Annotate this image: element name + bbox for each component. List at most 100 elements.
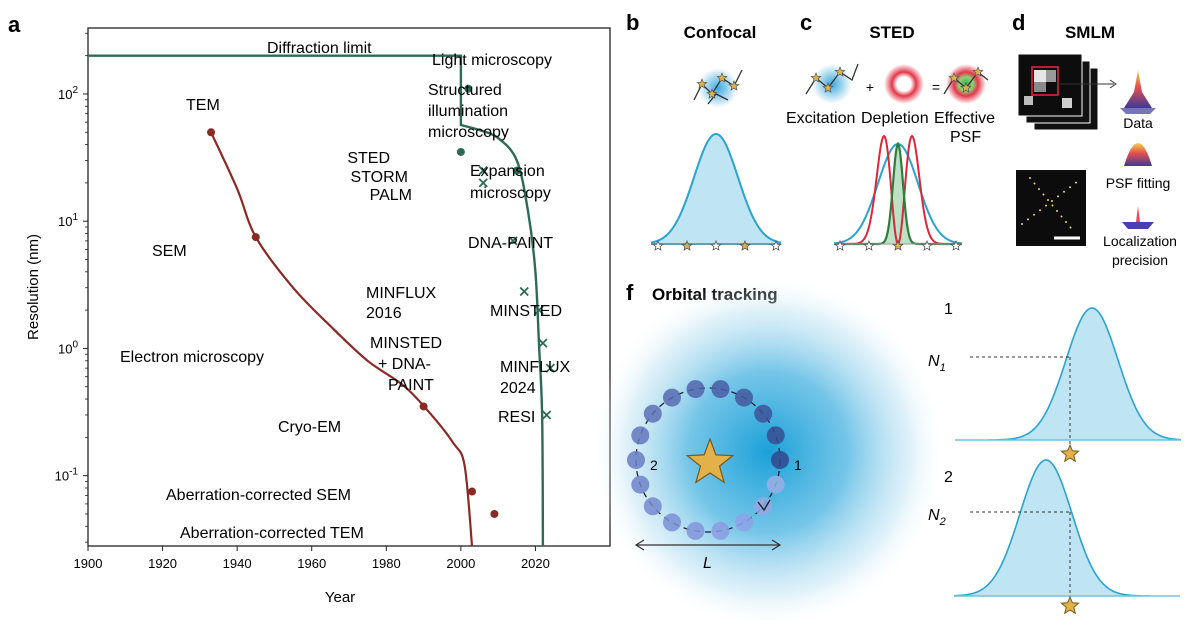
roi-box <box>1031 66 1059 96</box>
molecule-star-icon <box>822 82 834 93</box>
profile-2-curve <box>954 459 1180 597</box>
expansion-label-1: Expansion <box>470 163 545 180</box>
ac-tem-label: Aberration-corrected TEM <box>180 525 364 542</box>
sem-label: SEM <box>152 243 187 260</box>
panel-c: c STED + = Excitation Depletion Effectiv… <box>786 10 995 251</box>
x-tick-label: 2000 <box>446 556 475 571</box>
fluorophore-star-icon <box>770 239 782 251</box>
y-tick-label: 10-1 <box>55 467 79 484</box>
confocal-fluorophores <box>652 72 782 251</box>
minflux-2016-label-1: MINFLUX <box>366 285 437 302</box>
fluorophore-star-icon <box>681 239 693 251</box>
minflux-2024-label-2: 2024 <box>500 380 536 397</box>
localization-dot <box>1033 182 1036 185</box>
data-points <box>207 84 555 518</box>
excitation-beam <box>590 274 946 625</box>
localization-dot <box>1075 181 1077 184</box>
electron-microscopy-label: Electron microscopy <box>120 349 264 366</box>
localization-label-2: precision <box>1112 252 1168 268</box>
fluorophore-star-icon <box>739 239 751 251</box>
orbit-position-dot <box>627 451 645 469</box>
minflux-2016-label-2: 2016 <box>366 305 402 322</box>
profile-1-curve <box>955 307 1181 441</box>
localization-dot <box>1069 186 1071 189</box>
data-label: Data <box>1123 115 1153 131</box>
sim-label-2: illumination <box>428 103 508 120</box>
molecule-star-icon <box>960 82 972 93</box>
electron-microscopy-point <box>490 509 499 518</box>
reconstruction-image <box>1016 170 1086 246</box>
depletion-donut-icon <box>884 64 924 104</box>
light-microscopy-point <box>464 84 473 93</box>
localization-dot <box>1051 200 1053 202</box>
localization-dot <box>1021 223 1023 225</box>
excitation-spot-icon <box>812 64 852 104</box>
light-microscopy-curve <box>88 54 545 547</box>
sim-label-1: Structured <box>428 82 502 99</box>
light-microscopy-cross <box>545 363 555 373</box>
length-arrow-icon <box>634 539 782 551</box>
dna-paint-label: DNA-PAINT <box>468 235 553 252</box>
molecule-star-icon <box>706 88 718 99</box>
spot-pixel <box>1046 70 1056 82</box>
x-tick-label: 1940 <box>223 556 252 571</box>
panel-b: b Confocal <box>626 10 782 251</box>
orbit-position-1: 1 <box>794 457 802 473</box>
molecule-star-icon <box>948 72 960 83</box>
cryo-em-label: Cryo-EM <box>278 419 341 436</box>
length-label: L <box>703 555 712 572</box>
orbit-position-dot <box>711 380 730 399</box>
palm-label: PALM <box>370 187 412 204</box>
fluorophore-star-icon <box>892 239 904 251</box>
light-microscopy-cross <box>519 286 529 297</box>
localization-dot <box>1029 177 1031 179</box>
orbit-position-dot <box>735 513 753 532</box>
panel-d-title: SMLM <box>1065 23 1115 42</box>
orbit-position-dot <box>766 426 785 445</box>
x-axis: 1900 1920 1940 1960 1980 2000 2020 <box>74 546 550 571</box>
light-microscopy-cross <box>508 236 518 246</box>
depletion-label: Depletion <box>861 110 929 127</box>
localization-dot <box>1060 215 1063 218</box>
profile-1-star-icon <box>1060 443 1080 463</box>
panel-d: d SMLM Data PSF fitting Localization pre… <box>1012 10 1177 268</box>
data-plot-base <box>1120 108 1156 114</box>
effective-label-2: PSF <box>950 129 981 146</box>
precision-3d-plot <box>1122 222 1154 229</box>
panel-d-label: d <box>1012 10 1025 35</box>
orbit-position-dot <box>643 404 662 423</box>
plus-sign: + <box>866 79 874 95</box>
fluorophore-star-icon <box>834 239 846 251</box>
localization-dots <box>1021 177 1077 229</box>
orbit-position-dot <box>754 404 773 423</box>
y-tick-label: 100 <box>58 339 78 356</box>
orbit-position-2: 2 <box>650 457 658 473</box>
sted-label: STED <box>347 150 390 167</box>
minsted-dna-paint-label-1: MINSTED <box>370 335 442 352</box>
electron-microscopy-point <box>419 402 428 411</box>
fluorophore-star-icon <box>921 239 933 251</box>
tem-label: TEM <box>186 97 220 114</box>
x-tick-label: 1920 <box>148 556 177 571</box>
localization-label-1: Localization <box>1103 233 1177 249</box>
panel-c-label: c <box>800 10 812 35</box>
diffraction-limit-label: Diffraction limit <box>267 40 372 57</box>
psf-fit-3d-plot <box>1124 143 1152 166</box>
resi-label: RESI <box>498 409 535 426</box>
x-tick-label: 1980 <box>372 556 401 571</box>
orbit-direction-arrow-icon <box>757 499 771 512</box>
minsted-label: MINSTED <box>490 303 562 320</box>
electron-microscopy-point <box>207 128 216 137</box>
fluorophore-star-icon <box>652 239 664 251</box>
localization-dot <box>1057 195 1059 198</box>
panel-a: a 1900 1920 1940 1960 1980 2000 2020 10-110010… <box>8 12 611 606</box>
molecule-star-icon <box>716 72 728 83</box>
light-microscopy-cross <box>478 165 488 176</box>
data-3d-plot <box>1124 70 1152 108</box>
minsted-dna-paint-label-3: PAINT <box>388 377 434 394</box>
orbit-position-dot <box>663 513 681 532</box>
profile-1-label: 1 <box>944 301 953 318</box>
orbit-position-dot <box>631 426 650 445</box>
sted-fluorophores <box>810 66 984 251</box>
electron-microscopy-curve <box>210 131 474 547</box>
